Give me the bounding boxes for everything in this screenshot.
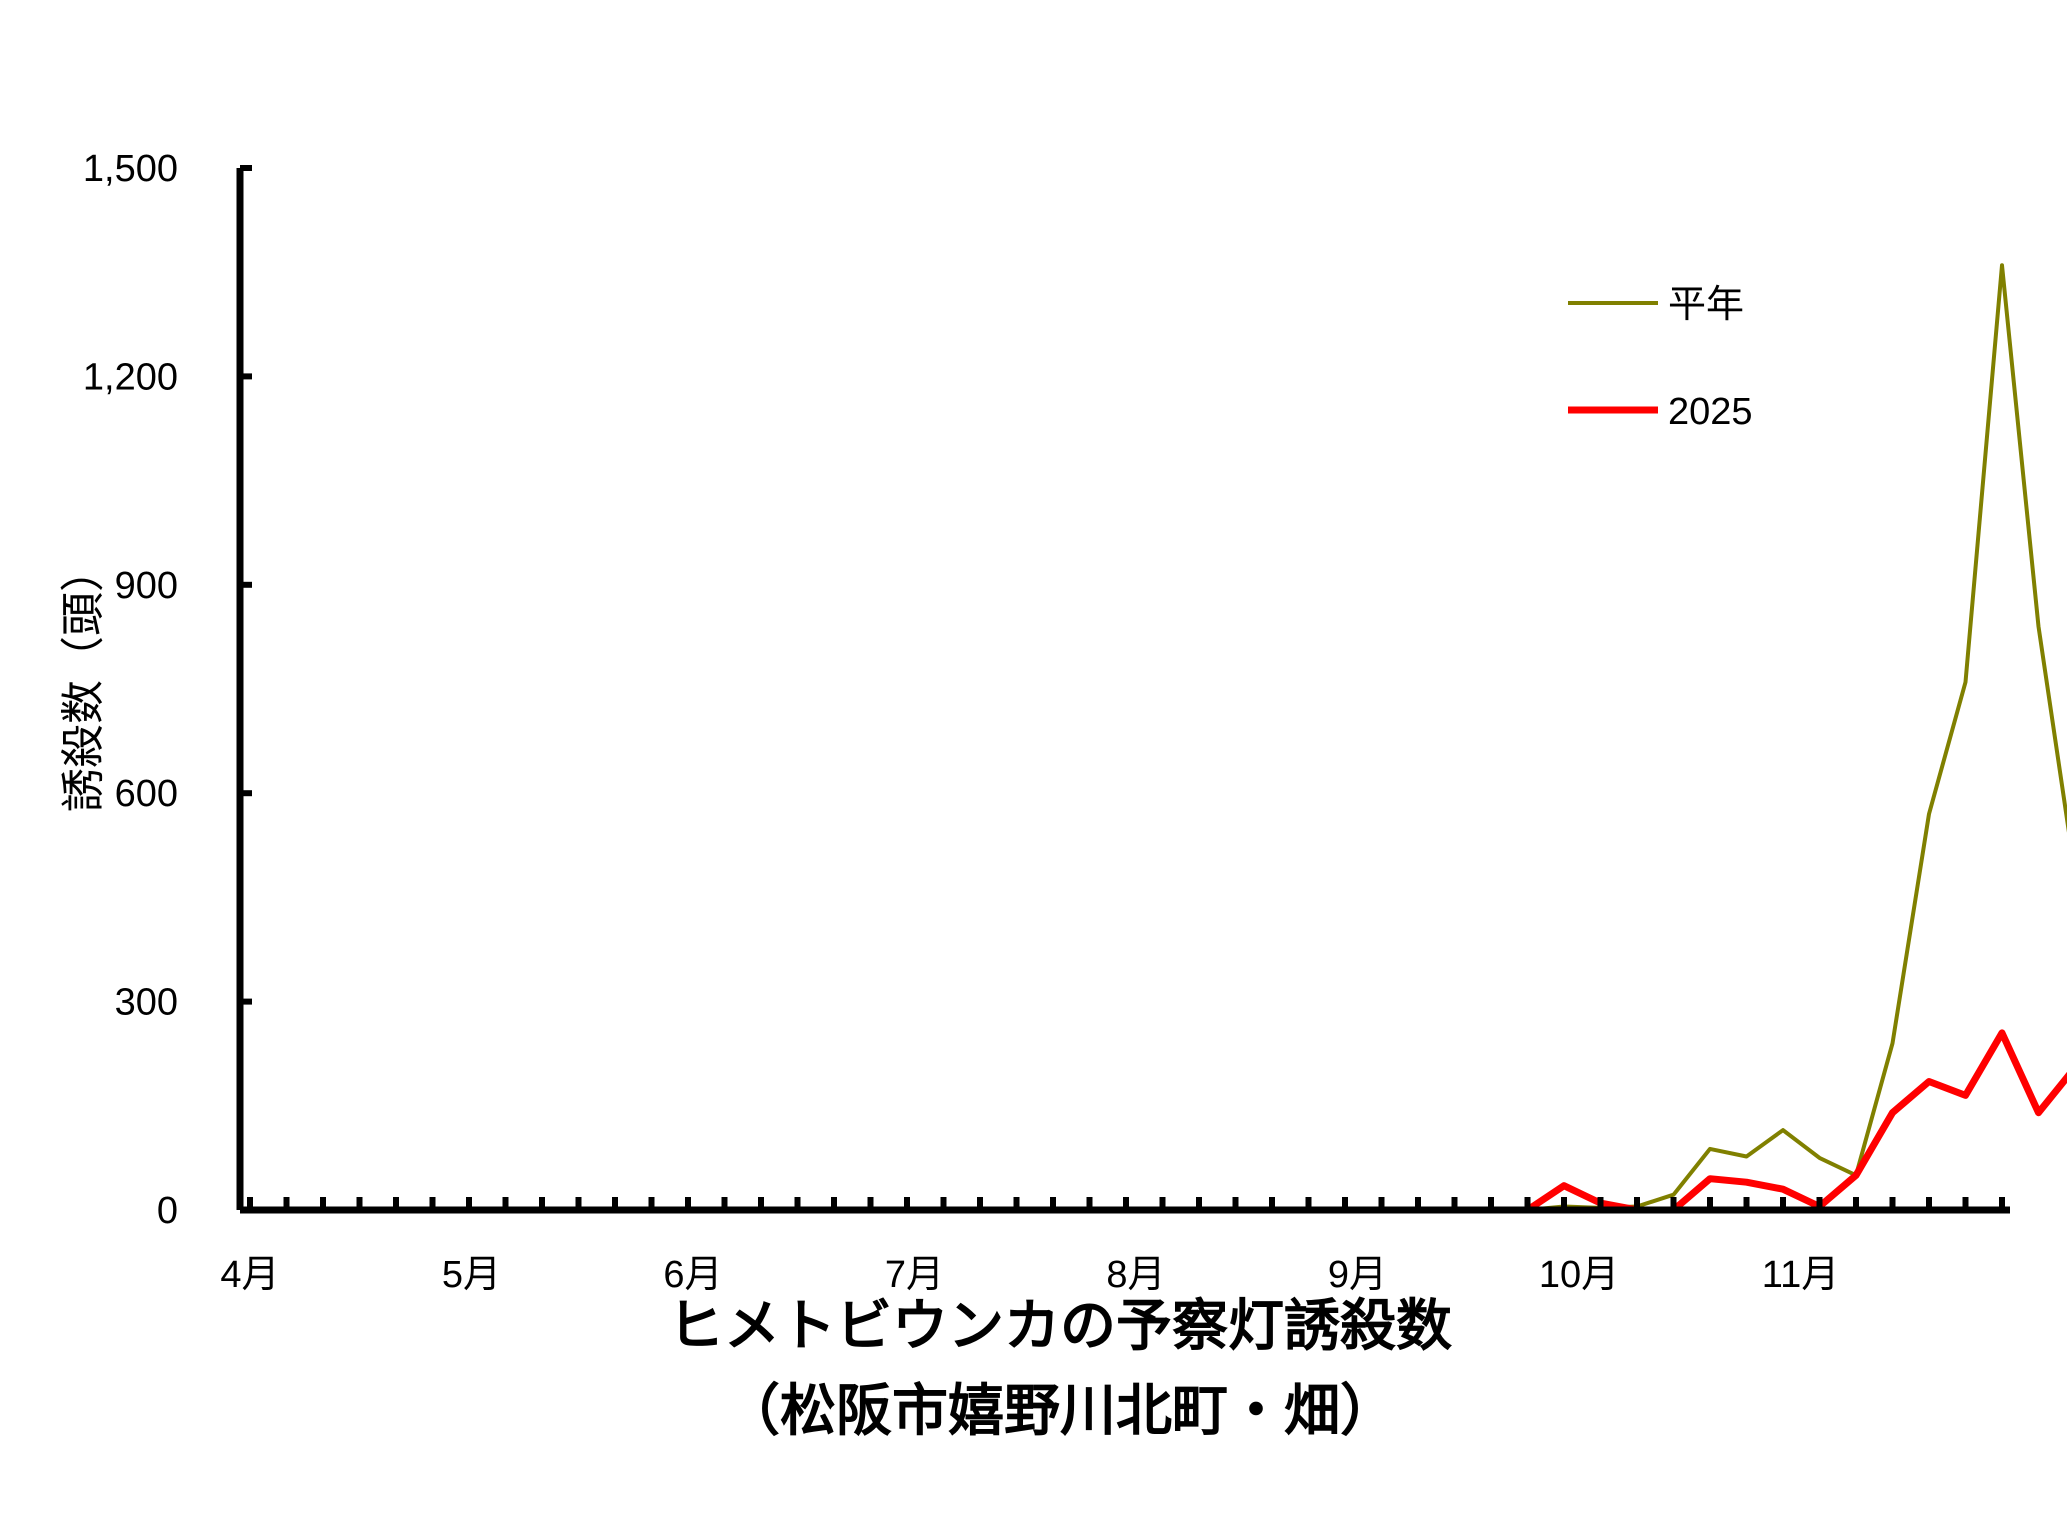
x-month-label: 10月 — [1539, 1254, 1619, 1296]
y-axis-label: 誘殺数（頭） — [58, 548, 109, 812]
y-ticks: 0 300 600 900 1,200 1,500 — [83, 148, 252, 1232]
legend-label: 2025 — [1668, 391, 1753, 433]
x-month-label: 5月 — [442, 1254, 501, 1296]
legend-label: 平年 — [1668, 284, 1744, 326]
axes — [236, 168, 2010, 1214]
y-tick-label: 1,200 — [83, 356, 178, 398]
y-tick-label: 600 — [115, 773, 178, 815]
series-line-2025 — [250, 1029, 2067, 1214]
chart-title-line-2: （松阪市嬉野川北町・畑） — [724, 1379, 1396, 1444]
x-month-label: 7月 — [885, 1254, 944, 1296]
plot-lines — [250, 263, 2067, 1214]
x-ticks: 4月 5月 6月 7月 8月 9月 10月 11月 — [220, 1197, 2005, 1296]
y-tick-label: 300 — [115, 982, 178, 1024]
x-month-label: 4月 — [220, 1254, 279, 1296]
x-month-label: 6月 — [663, 1254, 722, 1296]
y-tick-label: 900 — [115, 565, 178, 607]
legend: 平年 2025 — [1568, 284, 1753, 433]
chart-title-line-1: ヒメトビウンカの予察灯誘殺数 — [668, 1294, 1452, 1359]
y-tick-label: 1,500 — [83, 148, 178, 190]
series-line-heinen — [250, 263, 2067, 1212]
x-month-label: 8月 — [1106, 1254, 1165, 1296]
x-month-label: 11月 — [1762, 1254, 1839, 1296]
x-month-label: 9月 — [1328, 1254, 1387, 1296]
y-tick-label: 0 — [157, 1190, 178, 1232]
